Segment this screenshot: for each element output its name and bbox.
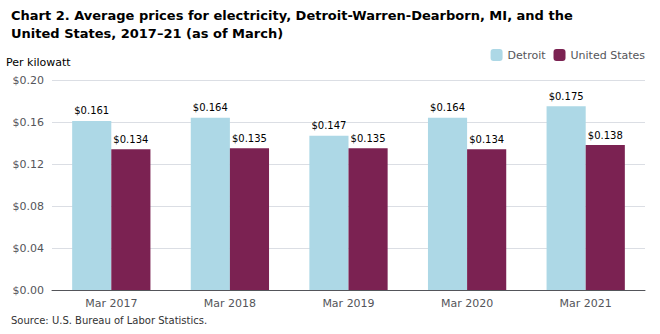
svg-text:Mar 2020: Mar 2020	[441, 297, 493, 310]
svg-text:Mar 2017: Mar 2017	[85, 297, 137, 310]
svg-text:$0.12: $0.12	[13, 158, 45, 171]
svg-text:$0.08: $0.08	[13, 200, 45, 213]
svg-text:United States, 2017–21 (as of: United States, 2017–21 (as of March)	[11, 26, 283, 41]
svg-text:$0.138: $0.138	[588, 130, 623, 141]
svg-text:Mar 2021: Mar 2021	[560, 297, 612, 310]
svg-text:$0.135: $0.135	[351, 133, 386, 144]
svg-text:$0.16: $0.16	[13, 116, 45, 129]
svg-text:$0.164: $0.164	[193, 102, 228, 113]
svg-text:$0.134: $0.134	[469, 134, 504, 145]
svg-text:$0.20: $0.20	[13, 74, 45, 87]
svg-text:$0.04: $0.04	[13, 242, 45, 255]
svg-text:$0.00: $0.00	[13, 284, 45, 297]
svg-text:$0.147: $0.147	[311, 120, 346, 131]
svg-text:$0.134: $0.134	[113, 134, 148, 145]
svg-text:$0.164: $0.164	[430, 102, 465, 113]
svg-text:$0.161: $0.161	[74, 105, 109, 116]
svg-text:Source: U.S. Bureau of Labor S: Source: U.S. Bureau of Labor Statistics.	[11, 315, 207, 326]
svg-text:United States: United States	[571, 49, 646, 62]
svg-text:Chart 2. Average prices for el: Chart 2. Average prices for electricity,…	[11, 8, 573, 23]
svg-text:Mar 2018: Mar 2018	[204, 297, 256, 310]
svg-text:Detroit: Detroit	[508, 49, 547, 62]
svg-text:Mar 2019: Mar 2019	[322, 297, 374, 310]
svg-text:$0.175: $0.175	[549, 91, 584, 102]
svg-text:Per kilowatt: Per kilowatt	[6, 56, 71, 69]
svg-text:$0.135: $0.135	[232, 133, 267, 144]
